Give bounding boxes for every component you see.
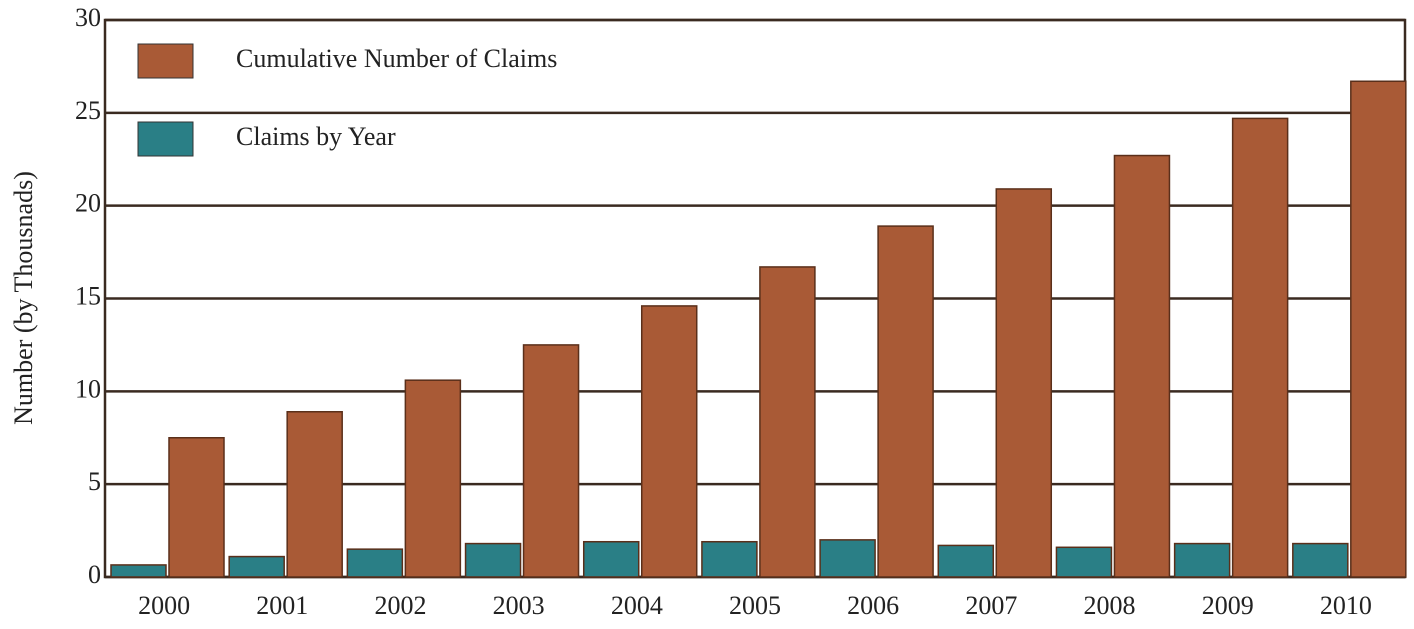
bar xyxy=(819,539,876,578)
legend-swatch xyxy=(137,121,194,157)
bar xyxy=(937,544,995,578)
bar xyxy=(701,540,758,578)
bar xyxy=(1292,542,1349,578)
bar xyxy=(464,542,522,578)
bar xyxy=(759,266,816,578)
y-axis-label: Number (by Thousnads) xyxy=(9,171,38,425)
x-tick-label: 2005 xyxy=(729,591,781,620)
y-tick-label: 20 xyxy=(75,189,101,218)
x-tick-label: 2009 xyxy=(1202,591,1254,620)
y-tick-label: 5 xyxy=(88,467,101,496)
bar xyxy=(1173,542,1231,578)
bar xyxy=(1231,117,1289,578)
bar xyxy=(346,548,404,578)
y-tick-label: 30 xyxy=(75,3,101,32)
bar xyxy=(640,305,698,578)
bar xyxy=(1113,154,1171,578)
bar xyxy=(110,564,167,578)
x-tick-label: 2004 xyxy=(611,591,663,620)
bar xyxy=(522,344,580,578)
bar xyxy=(404,379,462,578)
x-tick-label: 2010 xyxy=(1320,591,1372,620)
legend-label: Claims by Year xyxy=(236,122,396,151)
legend-label: Cumulative Number of Claims xyxy=(236,44,557,73)
y-tick-label: 0 xyxy=(88,560,101,589)
bar xyxy=(168,437,225,578)
bar xyxy=(1350,80,1407,578)
bar xyxy=(995,188,1053,578)
y-tick-label: 15 xyxy=(75,281,101,310)
x-tick-label: 2000 xyxy=(138,591,190,620)
bar xyxy=(286,411,343,578)
y-tick-label: 10 xyxy=(75,374,101,403)
legend-swatch xyxy=(137,43,194,79)
x-tick-label: 2007 xyxy=(965,591,1017,620)
bar xyxy=(877,225,934,578)
x-tick-label: 2003 xyxy=(493,591,545,620)
y-tick-label: 25 xyxy=(75,96,101,125)
x-tick-label: 2006 xyxy=(847,591,899,620)
x-tick-label: 2001 xyxy=(256,591,308,620)
x-tick-label: 2002 xyxy=(374,591,426,620)
bar xyxy=(228,555,285,578)
x-tick-label: 2008 xyxy=(1084,591,1136,620)
bar xyxy=(1055,546,1113,578)
bar xyxy=(582,540,640,578)
